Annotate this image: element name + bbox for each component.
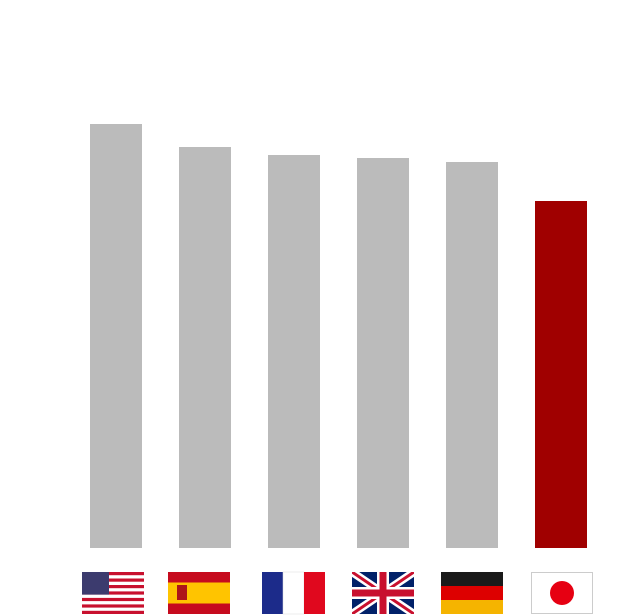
bar [179,147,231,548]
flag-japan [531,572,593,614]
flag-uk [352,572,414,614]
flag-germany [441,572,503,614]
bar [446,162,498,548]
bar [357,158,409,548]
bar [90,124,142,548]
bar [535,201,587,548]
flag-spain [168,572,230,614]
flag-us [82,572,144,614]
bar [268,155,320,548]
flag-france [262,571,325,615]
flags [82,571,593,615]
